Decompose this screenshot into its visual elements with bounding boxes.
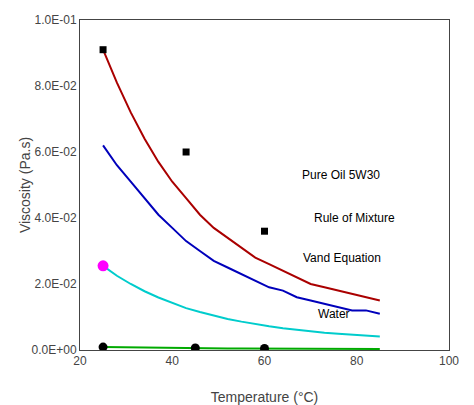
svg-text:Temperature (°C): Temperature (°C) xyxy=(211,389,319,405)
svg-text:100: 100 xyxy=(439,354,459,368)
svg-text:Rule of Mixture: Rule of Mixture xyxy=(314,211,395,225)
svg-text:40: 40 xyxy=(166,354,180,368)
svg-text:1.0E-01: 1.0E-01 xyxy=(35,13,77,27)
svg-text:0.0E+00: 0.0E+00 xyxy=(32,343,77,357)
svg-text:Vand Equation: Vand Equation xyxy=(303,251,381,265)
svg-text:Viscosity (Pa.s): Viscosity (Pa.s) xyxy=(17,137,33,233)
svg-text:Water: Water xyxy=(318,307,350,321)
svg-text:8.0E-02: 8.0E-02 xyxy=(35,79,77,93)
svg-text:2.0E-02: 2.0E-02 xyxy=(35,277,77,291)
svg-text:60: 60 xyxy=(258,354,272,368)
svg-text:80: 80 xyxy=(350,354,364,368)
svg-text:Pure Oil 5W30: Pure Oil 5W30 xyxy=(302,168,380,182)
svg-text:20: 20 xyxy=(73,354,87,368)
svg-text:6.0E-02: 6.0E-02 xyxy=(35,145,77,159)
svg-text:4.0E-02: 4.0E-02 xyxy=(35,211,77,225)
